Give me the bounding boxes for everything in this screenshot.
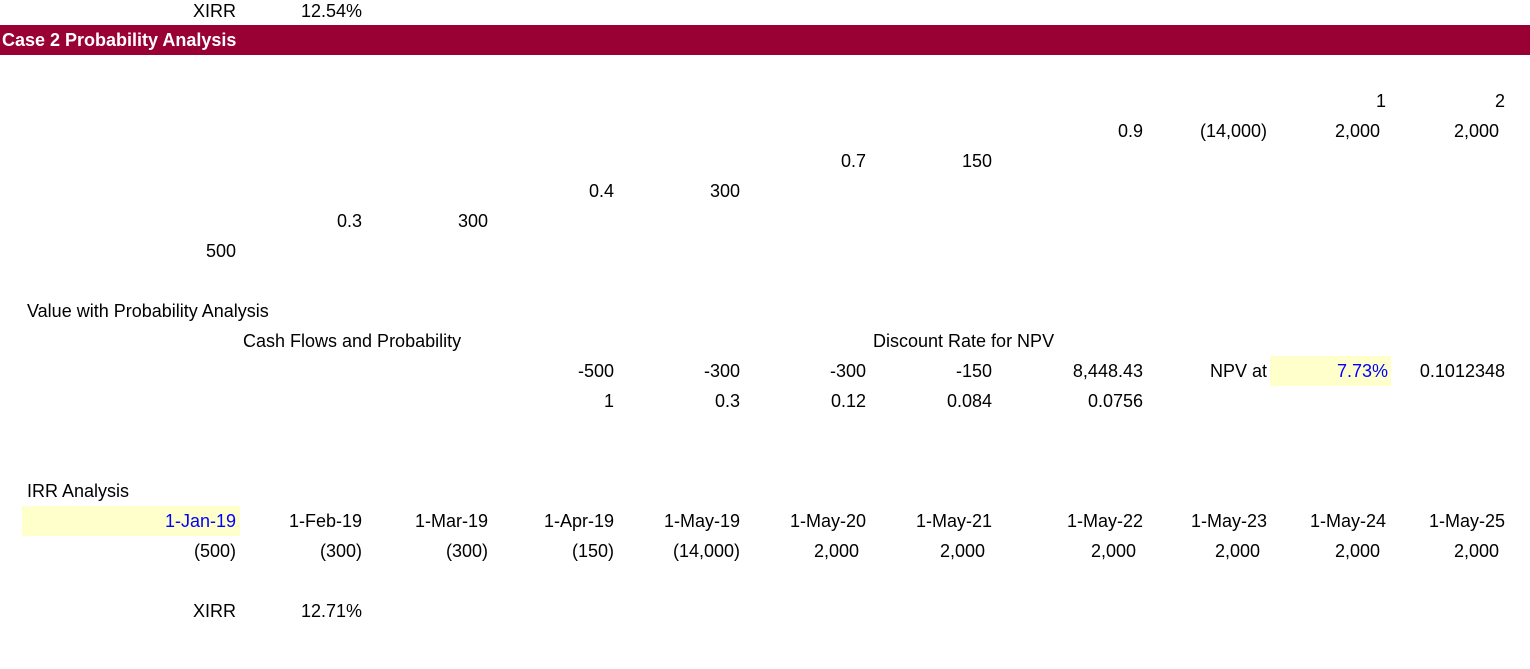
flow-cell[interactable]: 2,000 — [813, 541, 859, 561]
date-cell[interactable]: 1-Apr-19 — [543, 511, 614, 531]
cash-flow-cell[interactable]: -300 — [703, 361, 740, 381]
flow-cell[interactable]: 2,000 — [1334, 541, 1380, 561]
date-cell[interactable]: 1-May-19 — [663, 511, 740, 531]
date-cell[interactable]: 1-May-21 — [915, 511, 992, 531]
period-header[interactable]: 2 — [1494, 91, 1505, 111]
tree-cell[interactable]: 300 — [457, 211, 488, 231]
npv-result[interactable]: 0.1012348 — [1419, 361, 1505, 381]
flow-cell[interactable]: (300) — [445, 541, 488, 561]
probability-cell[interactable]: 0.12 — [830, 391, 866, 411]
tree-cell[interactable]: 300 — [709, 181, 740, 201]
flow-cell[interactable]: 2,000 — [1090, 541, 1136, 561]
date-cell[interactable]: 1-May-23 — [1190, 511, 1267, 531]
tree-cell[interactable]: 0.4 — [588, 181, 614, 201]
probability-cell[interactable]: 1 — [603, 391, 614, 411]
discount-label: Discount Rate for NPV — [873, 331, 1055, 351]
flow-cell[interactable]: (14,000) — [672, 541, 740, 561]
tree-cell[interactable]: 500 — [205, 241, 236, 261]
date-cell[interactable]: 1-Feb-19 — [288, 511, 362, 531]
period-header[interactable]: 1 — [1375, 91, 1386, 111]
tree-cell[interactable]: 150 — [961, 151, 992, 171]
date-input[interactable]: 1-Jan-19 — [164, 511, 236, 531]
date-cell[interactable]: 1-May-25 — [1428, 511, 1505, 531]
probability-cell[interactable]: 0.0756 — [1087, 391, 1143, 411]
date-cell[interactable]: 1-Mar-19 — [414, 511, 488, 531]
date-cell[interactable]: 1-May-20 — [789, 511, 866, 531]
flow-cell[interactable]: 2,000 — [1453, 541, 1499, 561]
cash-flow-cell[interactable]: 8,448.43 — [1072, 361, 1143, 381]
xirr-label: XIRR — [192, 601, 236, 621]
tree-cell[interactable]: 2,000 — [1334, 121, 1380, 141]
npv-rate-cell[interactable] — [1270, 356, 1391, 386]
tree-cell[interactable]: 2,000 — [1453, 121, 1499, 141]
flow-cell[interactable]: (300) — [319, 541, 362, 561]
flow-cell[interactable]: (500) — [193, 541, 236, 561]
tree-cell[interactable]: 0.7 — [840, 151, 866, 171]
tree-cell[interactable]: 0.9 — [1117, 121, 1143, 141]
date-cell[interactable]: 1-May-22 — [1066, 511, 1143, 531]
npv-rate-input[interactable]: 7.73% — [1336, 361, 1388, 381]
probability-cell[interactable]: 0.3 — [714, 391, 740, 411]
npv-label: NPV at — [1209, 361, 1267, 381]
tree-cell[interactable]: 0.3 — [336, 211, 362, 231]
xirr-value[interactable]: 12.71% — [300, 601, 362, 621]
cash-flow-cell[interactable]: -500 — [577, 361, 614, 381]
date-cell[interactable]: 1-May-24 — [1309, 511, 1386, 531]
irr-title: IRR Analysis — [27, 481, 130, 501]
cash-flow-cell[interactable]: -150 — [955, 361, 992, 381]
start-date-cell[interactable] — [22, 506, 240, 536]
flow-cell[interactable]: 2,000 — [939, 541, 985, 561]
cash-flow-cell[interactable]: -300 — [829, 361, 866, 381]
value-title: Value with Probability Analysis — [27, 301, 269, 321]
xirr-value-top[interactable]: 12.54% — [300, 1, 362, 21]
section-banner: Case 2 Probability Analysis — [0, 25, 1530, 55]
tree-cell[interactable]: (14,000) — [1199, 121, 1267, 141]
xirr-label-top: XIRR — [192, 1, 236, 21]
flow-cell[interactable]: (150) — [571, 541, 614, 561]
probability-cell[interactable]: 0.084 — [946, 391, 992, 411]
cash-flows-label: Cash Flows and Probability — [243, 331, 462, 351]
flow-cell[interactable]: 2,000 — [1214, 541, 1260, 561]
